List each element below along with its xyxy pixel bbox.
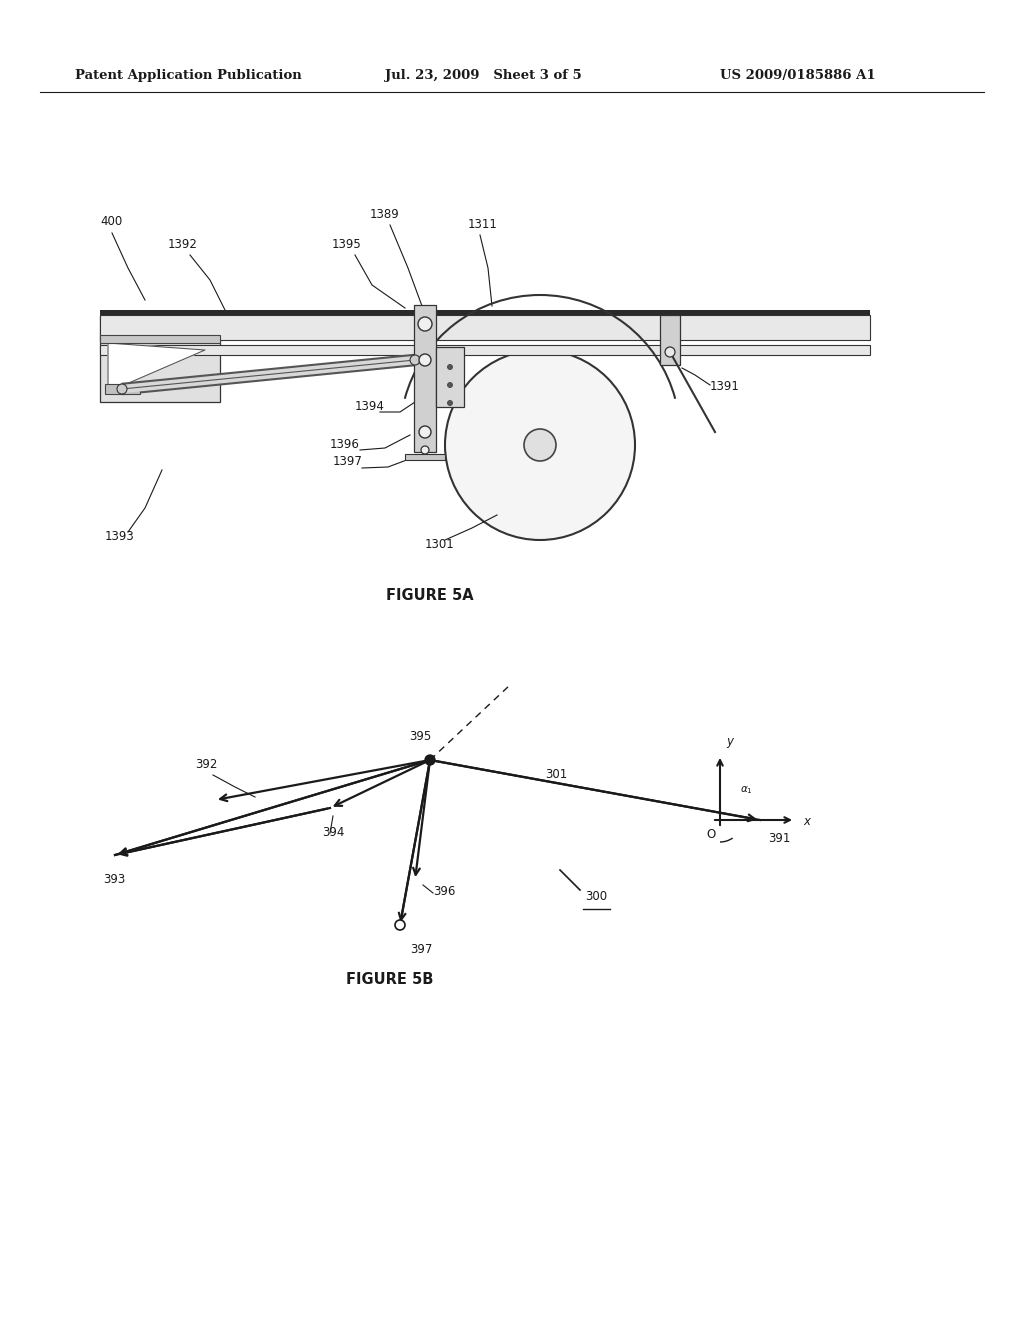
Text: 1389: 1389 [370,209,399,220]
Text: 1395: 1395 [332,238,361,251]
Bar [100,315,870,341]
Text: 392: 392 [195,758,217,771]
Bar [436,347,464,407]
Circle shape [425,755,435,766]
Circle shape [421,446,429,454]
Text: 1311: 1311 [468,218,498,231]
Text: 1392: 1392 [168,238,198,251]
Bar [414,305,436,451]
Text: $\alpha_1$: $\alpha_1$ [740,784,753,796]
Text: 1394: 1394 [355,400,385,413]
Text: Jul. 23, 2009   Sheet 3 of 5: Jul. 23, 2009 Sheet 3 of 5 [385,69,582,82]
Text: 1393: 1393 [105,531,135,543]
Text: Patent Application Publication: Patent Application Publication [75,69,302,82]
Text: 393: 393 [103,873,125,886]
Text: 301: 301 [545,768,567,781]
Circle shape [524,429,556,461]
Text: y: y [726,735,733,748]
Text: 400: 400 [100,215,122,228]
Bar [100,345,870,355]
Bar [660,315,680,366]
Text: 396: 396 [433,884,456,898]
Circle shape [419,426,431,438]
Text: FIGURE 5A: FIGURE 5A [386,587,474,602]
Circle shape [418,317,432,331]
Circle shape [118,385,126,393]
Circle shape [395,920,406,931]
Bar [100,315,220,403]
Bar [100,310,870,315]
Text: 1391: 1391 [710,380,740,393]
Circle shape [665,347,675,356]
Circle shape [447,364,453,370]
Text: 1301: 1301 [425,539,455,550]
Text: 395: 395 [409,730,431,743]
Text: O: O [706,828,715,841]
Text: US 2009/0185886 A1: US 2009/0185886 A1 [720,69,876,82]
Bar [406,454,445,459]
Circle shape [447,383,453,388]
Text: FIGURE 5B: FIGURE 5B [346,973,434,987]
Bar [100,335,220,343]
Text: 397: 397 [410,942,432,956]
Bar [105,384,140,393]
Text: x: x [803,814,810,828]
Text: 1396: 1396 [330,438,359,451]
Polygon shape [108,343,205,392]
Text: 300: 300 [585,890,607,903]
Circle shape [117,384,127,393]
Circle shape [419,354,431,366]
Circle shape [410,355,420,366]
Circle shape [447,400,453,405]
Text: 391: 391 [768,832,791,845]
Circle shape [445,350,635,540]
Text: 394: 394 [322,826,344,840]
Text: 1397: 1397 [333,455,362,469]
